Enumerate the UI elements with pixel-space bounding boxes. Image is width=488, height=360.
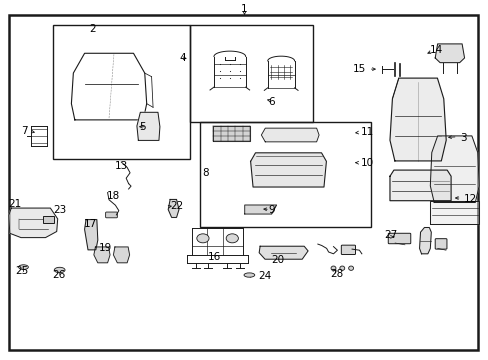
Text: 24: 24 [258,271,271,282]
Text: 13: 13 [114,161,128,171]
Text: 23: 23 [53,204,66,215]
Text: 8: 8 [202,168,208,178]
Ellipse shape [339,266,344,270]
Polygon shape [168,199,179,217]
Polygon shape [113,247,129,263]
Text: 2: 2 [89,24,96,34]
Text: 3: 3 [459,132,466,143]
Polygon shape [94,247,110,263]
Text: 26: 26 [52,270,65,280]
Polygon shape [213,126,249,141]
Ellipse shape [196,234,209,243]
Text: 12: 12 [463,194,476,204]
FancyBboxPatch shape [105,212,117,218]
Text: 18: 18 [106,191,120,201]
Text: 27: 27 [384,230,397,240]
Polygon shape [137,112,160,140]
Bar [199,122,370,227]
Bar [53,25,189,159]
Polygon shape [259,246,307,259]
Ellipse shape [225,234,238,243]
Polygon shape [389,78,445,161]
Text: 21: 21 [8,199,21,210]
Text: 16: 16 [207,252,221,262]
Text: 28: 28 [329,269,343,279]
Bar [43,216,54,223]
Polygon shape [244,205,276,214]
Text: 20: 20 [271,255,284,265]
Ellipse shape [348,266,353,270]
Text: 17: 17 [83,219,97,229]
FancyBboxPatch shape [341,245,355,255]
FancyBboxPatch shape [387,233,410,244]
Text: 7: 7 [20,126,27,136]
Polygon shape [261,128,318,142]
Text: 1: 1 [241,4,247,14]
Polygon shape [429,136,478,202]
Text: 15: 15 [352,64,365,74]
Text: 6: 6 [267,96,274,107]
Polygon shape [434,44,464,63]
Text: 11: 11 [360,127,373,138]
Text: 25: 25 [15,266,28,276]
Text: 9: 9 [267,204,274,215]
Bar [189,25,312,122]
Polygon shape [389,170,450,201]
Polygon shape [419,228,430,254]
Ellipse shape [244,273,254,277]
Text: 5: 5 [139,122,146,132]
Ellipse shape [54,267,65,273]
Ellipse shape [330,266,335,270]
Text: 10: 10 [360,158,373,168]
Text: 22: 22 [170,201,183,211]
Text: 19: 19 [98,243,112,253]
Polygon shape [250,153,326,187]
Polygon shape [84,220,98,250]
Polygon shape [9,208,58,238]
Text: 14: 14 [428,45,442,55]
Text: 4: 4 [179,53,185,63]
Ellipse shape [19,265,28,269]
Polygon shape [429,201,478,224]
FancyBboxPatch shape [434,239,446,249]
